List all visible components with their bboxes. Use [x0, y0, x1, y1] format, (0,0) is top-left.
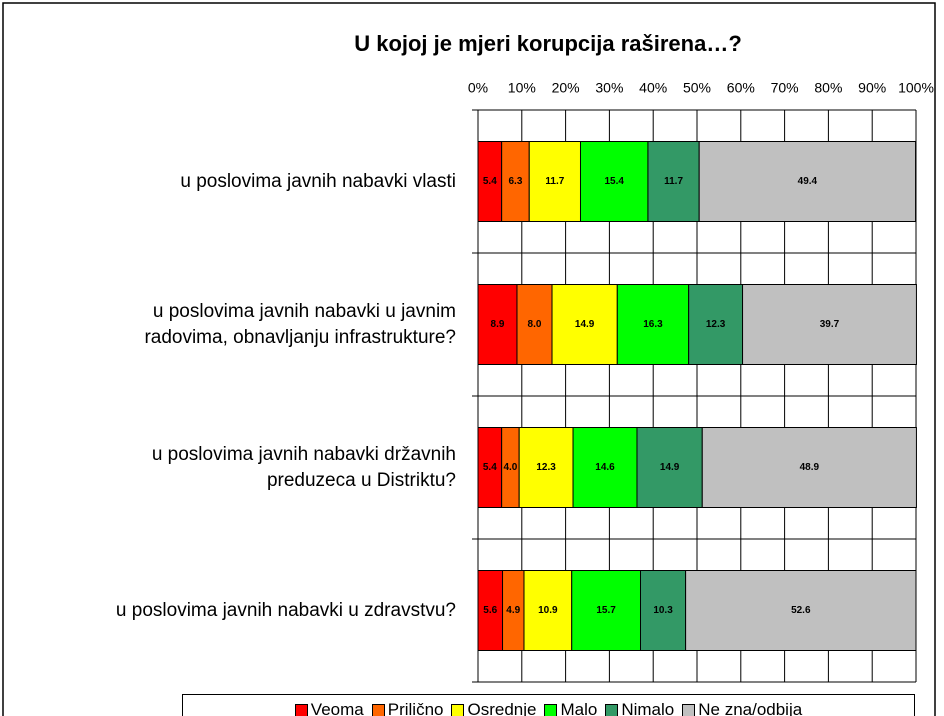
- value-label: 12.3: [536, 462, 556, 473]
- bar-segment: [685, 570, 917, 651]
- x-tick-label: 30%: [595, 80, 623, 96]
- legend-item: Veoma: [294, 695, 364, 716]
- legend: Veoma Prilično Osrednje Malo Nimalo Ne zna/od…: [182, 694, 915, 716]
- value-label: 4.0: [503, 462, 517, 473]
- value-label: 12.3: [706, 319, 726, 330]
- legend-item: Prilično: [371, 695, 444, 716]
- bar-segment: [688, 284, 744, 365]
- value-label: 11.7: [664, 176, 683, 187]
- value-label: 52.6: [791, 605, 811, 616]
- bar-segment: [579, 141, 649, 222]
- value-label: 15.7: [596, 605, 616, 616]
- bar-segment: [518, 427, 574, 508]
- legend-item: Malo: [544, 695, 597, 716]
- legend-swatch: [294, 703, 308, 716]
- legend-swatch: [605, 703, 619, 716]
- legend-swatch: [682, 703, 696, 716]
- value-label: 11.7: [545, 176, 564, 187]
- legend-label: Osrednje: [467, 700, 537, 716]
- category-label: u poslovima javnih nabavki u zdravstvu?: [115, 599, 456, 621]
- legend-swatch: [371, 703, 385, 716]
- value-label: 10.3: [653, 605, 673, 616]
- value-label: 16.3: [643, 319, 663, 330]
- x-tick-label: 80%: [814, 80, 842, 96]
- x-tick-label: 40%: [639, 80, 667, 96]
- value-label: 49.4: [798, 176, 818, 187]
- value-label: 5.6: [483, 605, 497, 616]
- value-label: 4.9: [506, 605, 520, 616]
- x-tick-label: 60%: [727, 80, 755, 96]
- category-label: u poslovima javnih nabavki u javnim rado…: [144, 300, 456, 348]
- value-label: 39.7: [820, 319, 840, 330]
- bar-segment: [571, 570, 641, 651]
- value-label: 14.6: [595, 462, 615, 473]
- legend-item: Osrednje: [451, 695, 536, 716]
- x-tick-label: 0%: [468, 80, 488, 96]
- legend-label: Veoma: [310, 700, 364, 716]
- bar-segment: [477, 284, 518, 365]
- bar-segment: [572, 427, 638, 508]
- legend-label: Ne zna/odbija: [698, 700, 803, 716]
- x-tick-label: 10%: [508, 80, 536, 96]
- legend-swatch: [544, 703, 558, 716]
- value-label: 8.0: [528, 319, 542, 330]
- x-tick-label: 90%: [858, 80, 886, 96]
- bar-segment: [701, 427, 917, 508]
- value-label: 8.9: [491, 319, 505, 330]
- bar-segment: [528, 141, 581, 222]
- x-tick-label: 20%: [552, 80, 580, 96]
- legend-item: Nimalo: [605, 695, 674, 716]
- bar-segment: [742, 284, 917, 365]
- bar-segment: [551, 284, 618, 365]
- category-label: u poslovima javnih nabavki vlasti: [180, 170, 456, 192]
- value-label: 5.4: [483, 176, 497, 187]
- value-label: 14.9: [660, 462, 680, 473]
- value-label: 14.9: [575, 319, 595, 330]
- bar-segment: [698, 141, 917, 222]
- value-label: 5.4: [483, 462, 497, 473]
- value-label: 48.9: [800, 462, 820, 473]
- legend-label: Nimalo: [621, 700, 675, 716]
- value-label: 10.9: [538, 605, 558, 616]
- value-label: 15.4: [604, 176, 624, 187]
- legend-swatch: [451, 703, 465, 716]
- chart-title: U kojoj je mjeri korupcija raširena…?: [354, 31, 742, 56]
- x-tick-label: 50%: [683, 80, 711, 96]
- x-tick-label: 100%: [898, 80, 934, 96]
- value-label: 6.3: [508, 176, 522, 187]
- bar-segment: [639, 570, 687, 651]
- legend-item: Ne zna/odbija: [682, 695, 802, 716]
- legend-label: Malo: [560, 700, 598, 716]
- category-label: u poslovima javnih nabavki državnih pred…: [151, 443, 456, 491]
- x-tick-label: 70%: [771, 80, 799, 96]
- legend-label: Prilično: [387, 700, 444, 716]
